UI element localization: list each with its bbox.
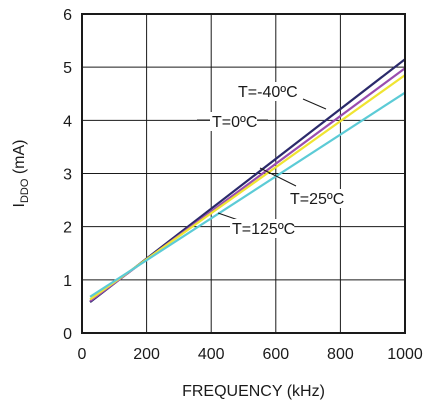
y-axis-label-unit: (mA) [11,139,28,178]
x-tick-label: 800 [327,346,354,363]
annotation-bg [236,82,301,101]
x-axis-label: FREQUENCY (kHz) [182,383,325,400]
annotation-leader [302,98,327,110]
annotation-leader [259,167,297,187]
annotation-bg [288,189,344,208]
y-axis-label-subscript: DDO [19,178,31,203]
y-axis-label: IDDO (mA) [11,139,31,207]
y-tick-label: 5 [63,60,72,77]
x-tick-labels: 0 200 400 600 800 1000 [78,346,423,363]
series-lines [89,58,406,304]
y-tick-labels: 0 1 2 3 4 5 6 [63,7,72,343]
x-tick-label: 1000 [387,346,423,363]
annotation-label: T=-40ºC [238,84,298,101]
x-tick-label: 400 [198,346,225,363]
annotations: T=-40ºC T=0ºC T=25ºC T=125ºC [197,82,344,238]
grid [82,14,405,333]
annotation-label: T=125ºC [232,221,295,238]
plot-frame [81,13,406,334]
y-tick-label: 4 [63,113,72,130]
x-tick-label: 600 [262,346,289,363]
y-tick-label: 0 [63,326,72,343]
y-axis-label-main: I [11,203,28,207]
y-tick-label: 6 [63,7,72,24]
series-line-3 [89,91,406,298]
y-tick-label: 3 [63,167,72,184]
x-tick-label: 200 [133,346,160,363]
annotation-label: T=0ºC [212,114,257,131]
y-tick-label: 2 [63,220,72,237]
x-tick-label: 0 [78,346,87,363]
annotation-bg [230,219,295,238]
annotation-bg [210,112,257,131]
annotation-label: T=25ºC [290,191,344,208]
y-tick-label: 1 [63,273,72,290]
